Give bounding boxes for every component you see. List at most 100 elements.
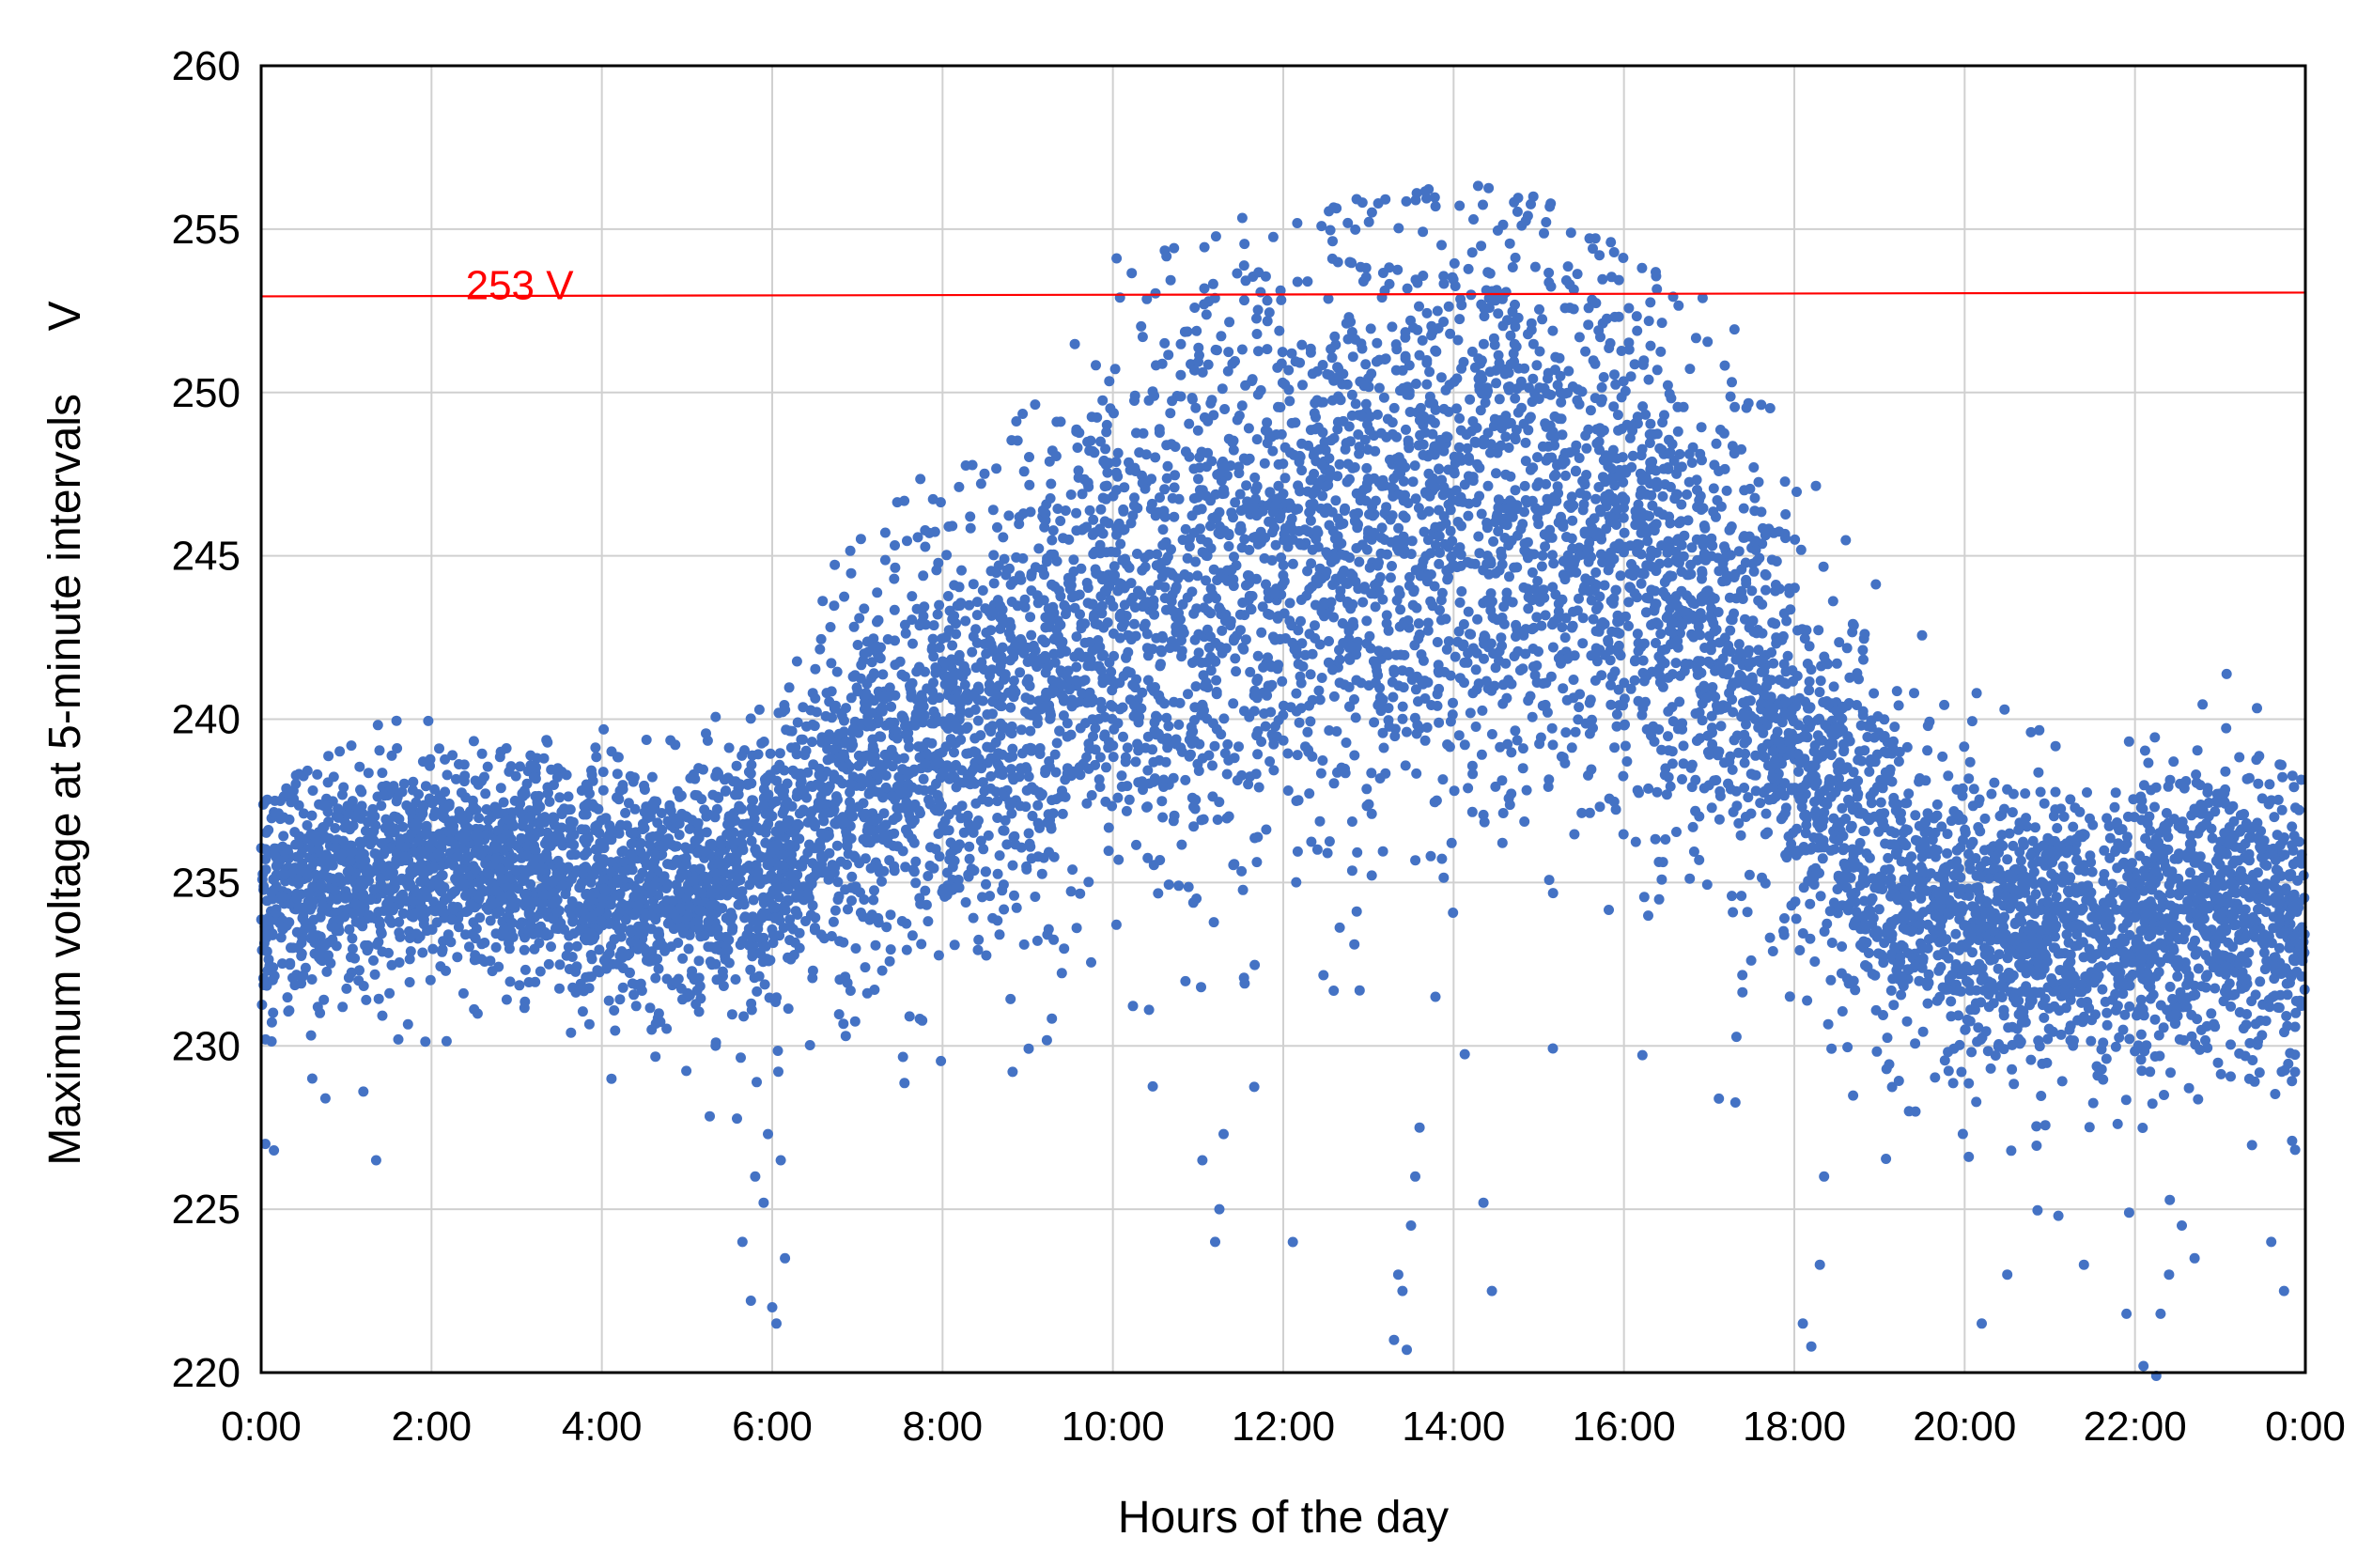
- data-point: [1569, 829, 1580, 840]
- data-point: [579, 849, 590, 861]
- data-point: [1598, 372, 1609, 382]
- data-point: [817, 596, 829, 607]
- data-point: [1646, 561, 1657, 572]
- data-point: [1651, 638, 1661, 648]
- data-point: [1688, 846, 1699, 857]
- data-point: [1606, 272, 1617, 283]
- data-point: [1424, 391, 1435, 402]
- data-point: [584, 788, 595, 800]
- data-point: [1605, 699, 1617, 710]
- data-point: [1631, 311, 1642, 322]
- data-point: [1441, 644, 1452, 655]
- data-point: [1493, 526, 1504, 536]
- data-point: [1439, 538, 1450, 550]
- data-point: [1071, 631, 1082, 643]
- data-point: [1033, 543, 1045, 554]
- data-point: [1252, 831, 1264, 843]
- data-point: [1024, 479, 1035, 490]
- data-point: [1495, 741, 1506, 753]
- data-point: [693, 955, 705, 967]
- data-point: [2013, 824, 2024, 835]
- data-point: [964, 841, 975, 852]
- data-point: [1351, 543, 1362, 553]
- data-point: [1745, 955, 1757, 966]
- data-point: [1939, 699, 1950, 710]
- data-point: [2124, 1001, 2135, 1012]
- data-point: [2133, 1040, 2144, 1051]
- data-point: [2193, 1094, 2204, 1105]
- data-point: [338, 782, 349, 793]
- data-point: [1195, 523, 1205, 535]
- data-point: [1586, 764, 1597, 775]
- data-point: [1000, 815, 1011, 826]
- data-point: [2228, 815, 2240, 827]
- data-point: [519, 1002, 530, 1014]
- data-point: [994, 850, 1005, 862]
- data-point: [1196, 815, 1207, 826]
- data-point: [1667, 439, 1678, 450]
- data-point: [2135, 1054, 2147, 1065]
- data-point: [1790, 534, 1801, 545]
- data-point: [1162, 460, 1173, 472]
- data-point: [1638, 568, 1650, 580]
- data-point: [2062, 959, 2073, 970]
- data-point: [1283, 365, 1295, 376]
- data-point: [1127, 1001, 1139, 1012]
- data-point: [1491, 378, 1502, 389]
- data-point: [1644, 438, 1655, 448]
- data-point: [2119, 1009, 2131, 1020]
- data-point: [1470, 722, 1481, 732]
- data-point: [933, 829, 944, 839]
- data-point: [1902, 825, 1914, 835]
- data-point: [2071, 854, 2083, 865]
- data-point: [838, 937, 849, 948]
- data-point: [923, 871, 934, 881]
- data-point: [1361, 462, 1373, 474]
- data-point: [1231, 666, 1242, 677]
- data-point: [1655, 629, 1667, 640]
- data-point: [838, 1018, 849, 1030]
- data-point: [1385, 572, 1396, 583]
- data-point: [1188, 821, 1200, 832]
- data-point: [1414, 349, 1425, 361]
- data-point: [2276, 759, 2287, 770]
- data-point: [1268, 765, 1280, 776]
- data-point: [2050, 786, 2061, 798]
- data-point: [1003, 510, 1015, 521]
- data-point: [1162, 551, 1173, 563]
- data-point: [1324, 453, 1335, 464]
- data-point: [1690, 774, 1701, 785]
- data-point: [744, 879, 755, 891]
- data-point: [2164, 1194, 2176, 1205]
- data-point: [1223, 347, 1234, 358]
- data-point: [748, 894, 759, 906]
- data-point: [876, 876, 887, 887]
- data-point: [2149, 732, 2161, 743]
- data-point: [1632, 325, 1643, 336]
- data-point: [653, 963, 664, 974]
- data-point: [1665, 781, 1676, 792]
- data-point: [1669, 493, 1681, 505]
- data-point: [2264, 779, 2275, 790]
- data-point: [1556, 396, 1567, 408]
- data-point: [1377, 846, 1388, 857]
- data-point: [2052, 823, 2063, 833]
- data-point: [1165, 408, 1176, 419]
- data-point: [1284, 498, 1295, 509]
- data-point: [1850, 896, 1861, 908]
- data-point: [1365, 323, 1376, 334]
- data-point: [752, 1077, 762, 1088]
- data-point: [1454, 412, 1466, 424]
- data-point: [1315, 768, 1326, 779]
- data-point: [2004, 903, 2015, 914]
- data-point: [1017, 409, 1029, 419]
- data-point: [850, 943, 861, 954]
- data-point: [1409, 460, 1420, 472]
- data-point: [1884, 1059, 1895, 1070]
- data-point: [1361, 784, 1373, 795]
- data-point: [1346, 865, 1357, 877]
- data-point: [890, 540, 900, 551]
- data-point: [1697, 292, 1708, 303]
- data-point: [1443, 636, 1454, 647]
- data-point: [1901, 1016, 1913, 1027]
